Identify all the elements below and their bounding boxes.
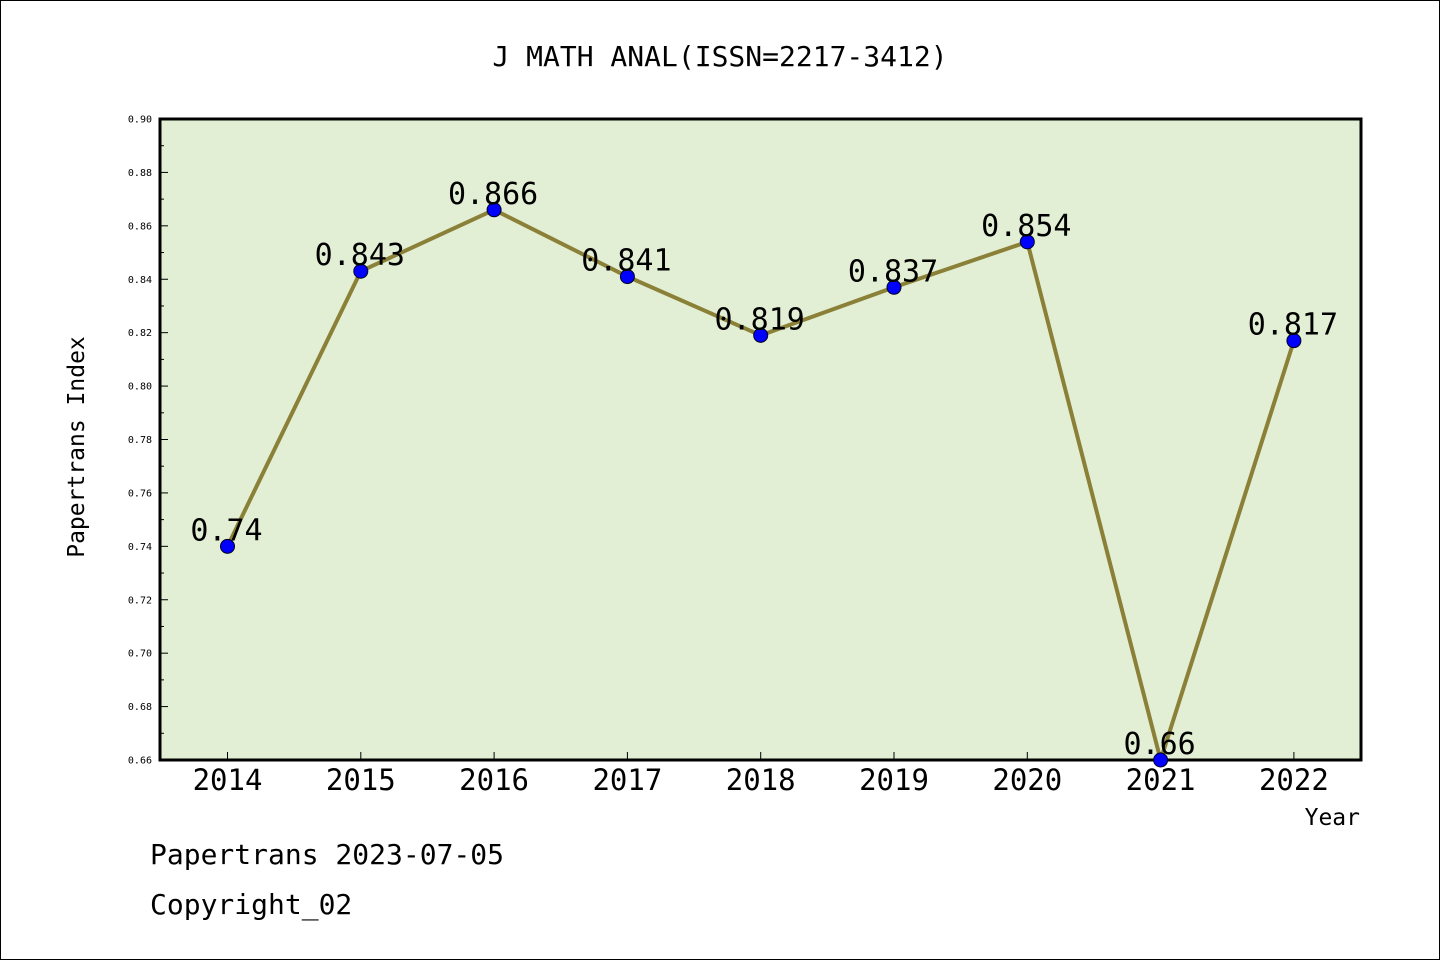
y-tick-label: 0.84 [128,275,152,286]
x-axis-label: Year [1305,805,1360,831]
data-labels: 0.74 0.843 0.866 0.841 0.819 0.837 0.854 0.66 0.… [190,177,1338,762]
data-point [486,202,502,218]
x-axis: 2014 2015 2016 2017 2018 2019 2020 2021 2022 [193,752,1329,797]
footer-date: Papertrans 2023-07-05 [150,838,504,871]
data-point [1019,234,1035,250]
y-tick-label: 0.90 [128,115,152,126]
y-tick-label: 0.66 [128,756,152,767]
data-label: 0.837 [848,254,938,289]
x-tick-label: 2020 [992,763,1062,797]
y-tick-label: 0.80 [128,382,152,393]
x-tick-label: 2018 [726,763,796,797]
data-label: 0.817 [1248,308,1338,343]
data-point [619,269,635,285]
y-tick-label: 0.86 [128,221,152,232]
x-tick-label: 2016 [459,763,529,797]
data-point [1153,752,1169,768]
x-tick-label: 2022 [1259,763,1329,797]
x-tick-label: 2019 [859,763,929,797]
data-label: 0.66 [1123,727,1195,762]
y-tick-label: 0.72 [128,595,152,606]
data-label: 0.841 [581,244,671,279]
y-axis-label: Papertrans Index [64,336,90,558]
data-label: 0.843 [315,238,405,273]
y-tick-label: 0.88 [128,168,152,179]
y-tick-label: 0.68 [128,702,152,713]
data-label: 0.866 [448,177,538,212]
x-tick-label: 2021 [1126,763,1196,797]
chart-title: J MATH ANAL(ISSN=2217-3412) [492,40,947,73]
y-tick-label: 0.76 [128,488,152,499]
series-markers [220,202,1302,768]
data-label: 0.74 [190,513,262,548]
plot-area [158,117,1363,762]
x-tick-label: 2017 [592,763,662,797]
data-point [753,327,769,343]
y-axis: 0.66 0.68 0.70 0.72 0.74 0.76 0.78 0.80 0.82 0.84… [128,115,168,767]
data-label: 0.819 [715,302,805,337]
y-tick-label: 0.74 [128,542,152,553]
data-point [886,279,902,295]
x-tick-label: 2014 [193,763,263,797]
footer-copyright: Copyright_02 [150,888,352,922]
data-point [353,263,369,279]
y-tick-label: 0.78 [128,435,152,446]
data-point [1286,333,1302,349]
data-point [220,538,235,554]
y-tick-label: 0.70 [128,649,152,660]
data-label: 0.854 [981,209,1071,244]
y-tick-label: 0.82 [128,328,152,339]
x-tick-label: 2015 [326,763,396,797]
